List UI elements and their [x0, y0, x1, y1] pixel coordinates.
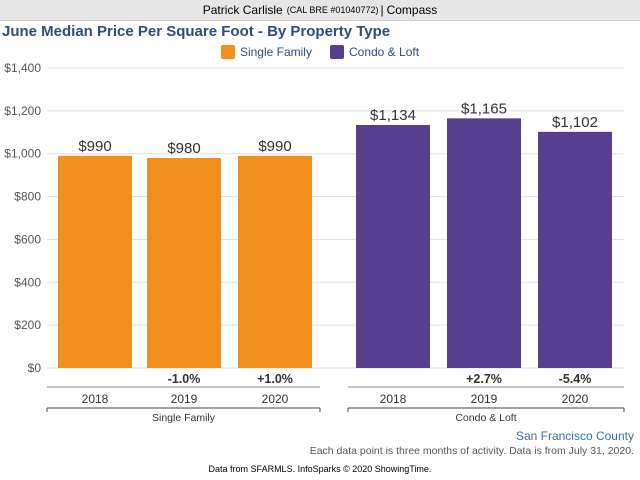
x-tick-label: 2019: [471, 392, 498, 406]
change-label: +1.0%: [257, 372, 293, 386]
change-label: -5.4%: [559, 372, 592, 386]
legend-label-single-family: Single Family: [239, 45, 312, 59]
bar: [147, 158, 221, 368]
y-tick-label: $200: [14, 318, 41, 332]
change-label: +2.7%: [466, 372, 502, 386]
agent-license: (CAL BRE #01040772): [286, 5, 379, 15]
data-label: $1,165: [461, 100, 507, 117]
legend-label-condo-loft: Condo & Loft: [348, 45, 420, 59]
company-name: Compass: [386, 3, 438, 17]
chart-title: June Median Price Per Square Foot - By P…: [2, 23, 391, 40]
bar: [356, 125, 430, 368]
x-tick-label: 2019: [171, 392, 198, 406]
bar: [538, 131, 612, 368]
data-source: Data from SFARMLS. InfoSparks © 2020 Sho…: [208, 464, 432, 474]
region-label: San Francisco County: [515, 429, 634, 443]
y-tick-label: $1,400: [4, 61, 41, 75]
data-note: Each data point is three months of activ…: [309, 445, 634, 457]
data-label: $990: [258, 138, 291, 155]
group-label: Condo & Loft: [455, 412, 516, 424]
bar: [58, 155, 132, 368]
bar: [238, 155, 312, 368]
x-tick-label: 2020: [562, 392, 589, 406]
data-label: $1,134: [370, 107, 416, 124]
group-label: Single Family: [152, 412, 216, 424]
data-label: $980: [167, 140, 200, 157]
header-separator: |: [380, 3, 384, 17]
y-tick-label: $1,000: [4, 147, 41, 161]
y-tick-label: $600: [14, 232, 41, 246]
legend-swatch-condo-loft: [329, 45, 344, 59]
chart-legend: Single Family Condo & Loft: [0, 45, 640, 59]
x-tick-label: 2020: [262, 392, 289, 406]
data-label: $1,102: [552, 114, 598, 131]
y-tick-label: $0: [28, 361, 42, 375]
legend-swatch-single-family: [220, 45, 235, 59]
y-tick-label: $800: [14, 190, 41, 204]
y-tick-label: $1,200: [4, 104, 41, 118]
agent-header-bar: Patrick Carlisle (CAL BRE #01040772) | C…: [0, 0, 640, 21]
bar: [447, 118, 521, 368]
y-tick-label: $400: [14, 275, 41, 289]
x-tick-label: 2018: [82, 392, 109, 406]
x-tick-label: 2018: [380, 392, 407, 406]
change-label: -1.0%: [168, 372, 201, 386]
legend-item-condo-loft[interactable]: Condo & Loft: [329, 45, 420, 59]
agent-name: Patrick Carlisle: [202, 3, 283, 17]
data-label: $990: [78, 138, 111, 155]
legend-item-single-family[interactable]: Single Family: [220, 45, 312, 59]
